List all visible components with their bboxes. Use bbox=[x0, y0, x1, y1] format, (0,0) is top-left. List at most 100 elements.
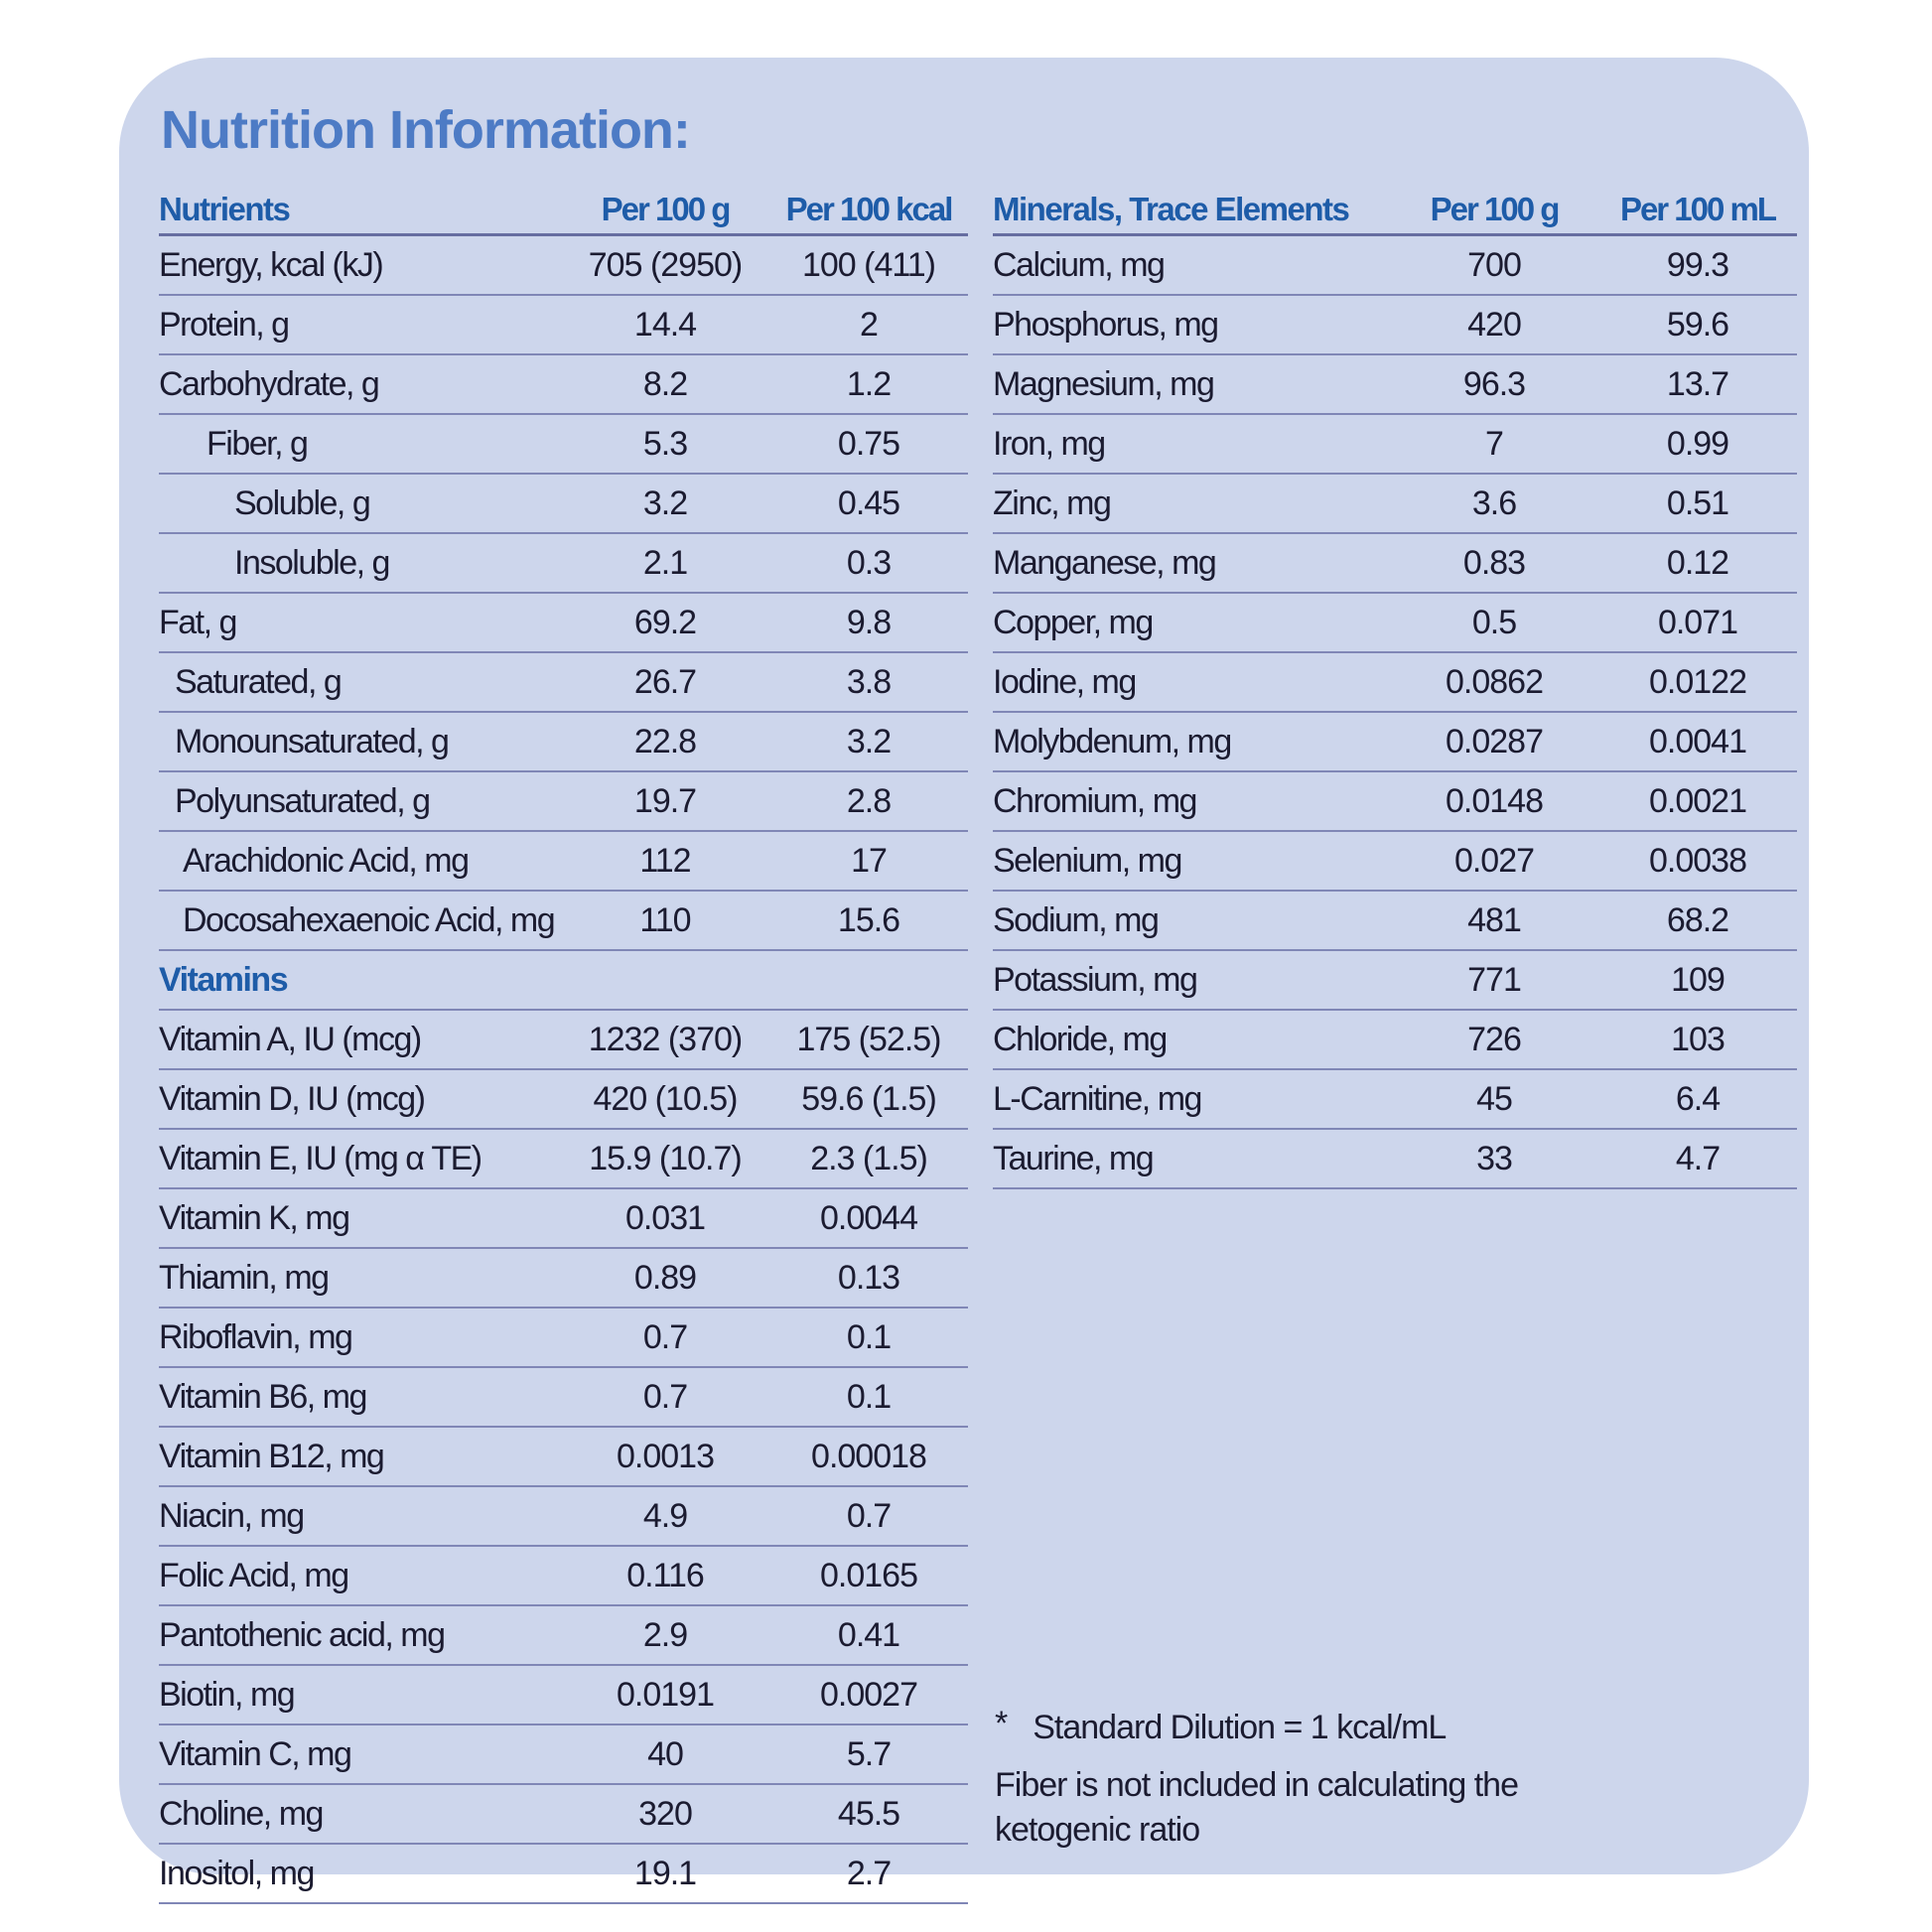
row-value-col2: 0.071 bbox=[1657, 604, 1738, 641]
row-value-col2: 0.0027 bbox=[820, 1676, 918, 1714]
row-label: Insoluble, g bbox=[234, 544, 390, 582]
row-value-col2: 103 bbox=[1671, 1021, 1725, 1058]
row-value-col1: 0.7 bbox=[642, 1378, 688, 1416]
row-value-col1: 0.7 bbox=[642, 1318, 688, 1356]
row-label: Monounsaturated, g bbox=[175, 723, 450, 760]
row-value-col1: 0.0287 bbox=[1446, 723, 1544, 760]
table-row: Vitamin B6, mg 0.7 0.1 bbox=[159, 1368, 968, 1428]
row-value-col1: 69.2 bbox=[633, 604, 697, 641]
row-value-col2: 0.7 bbox=[846, 1497, 892, 1535]
row-label: Potassium, mg bbox=[993, 961, 1198, 999]
row-label: L-Carnitine, mg bbox=[993, 1080, 1202, 1118]
row-value-col2: 0.75 bbox=[837, 425, 900, 463]
row-value-col1: 0.031 bbox=[624, 1199, 706, 1237]
row-value-col1: 14.4 bbox=[633, 306, 697, 344]
row-value-col2: 2.8 bbox=[846, 782, 892, 820]
row-value-col1: 1232 (370) bbox=[588, 1021, 743, 1058]
row-value-col2: 0.0021 bbox=[1649, 782, 1747, 820]
section-header-row: Vitamins bbox=[159, 951, 968, 1011]
table-row: Iron, mg 7 0.99 bbox=[993, 415, 1797, 475]
table-row: Fiber, g 5.3 0.75 bbox=[159, 415, 968, 475]
row-value-col1: 5.3 bbox=[642, 425, 688, 463]
row-value-col2: 0.0165 bbox=[820, 1557, 918, 1594]
column-header-per-100g: Per 100 g bbox=[1430, 190, 1561, 227]
row-value-col1: 33 bbox=[1476, 1140, 1513, 1177]
table-row: Protein, g 14.4 2 bbox=[159, 296, 968, 355]
row-label: Carbohydrate, g bbox=[159, 365, 380, 403]
row-label: Magnesium, mg bbox=[993, 365, 1215, 403]
row-value-col1: 4.9 bbox=[642, 1497, 688, 1535]
row-label: Energy, kcal (kJ) bbox=[159, 246, 384, 284]
table-row: Potassium, mg 771 109 bbox=[993, 951, 1797, 1011]
asterisk-marker: * bbox=[995, 1705, 1008, 1742]
table-row: Niacin, mg 4.9 0.7 bbox=[159, 1487, 968, 1547]
table-row: Sodium, mg 481 68.2 bbox=[993, 892, 1797, 951]
row-label: Manganese, mg bbox=[993, 544, 1217, 582]
row-label: Riboflavin, mg bbox=[159, 1318, 353, 1356]
table-row: Selenium, mg 0.027 0.0038 bbox=[993, 832, 1797, 892]
row-label: Copper, mg bbox=[993, 604, 1154, 641]
row-value-col2: 4.7 bbox=[1675, 1140, 1721, 1177]
row-label: Vitamin D, IU (mcg) bbox=[159, 1080, 426, 1118]
table-row: Energy, kcal (kJ) 705 (2950) 100 (411) bbox=[159, 236, 968, 296]
row-value-col2: 13.7 bbox=[1666, 365, 1729, 403]
row-label: Fat, g bbox=[159, 604, 237, 641]
row-value-col1: 0.116 bbox=[626, 1557, 705, 1594]
table-row: Vitamin K, mg 0.031 0.0044 bbox=[159, 1189, 968, 1249]
table-row: Monounsaturated, g 22.8 3.2 bbox=[159, 713, 968, 772]
table-row: Calcium, mg 700 99.3 bbox=[993, 236, 1797, 296]
table-row: Manganese, mg 0.83 0.12 bbox=[993, 534, 1797, 594]
row-value-col2: 5.7 bbox=[846, 1735, 892, 1773]
row-value-col2: 2 bbox=[860, 306, 879, 344]
row-value-col2: 99.3 bbox=[1666, 246, 1729, 284]
row-label: Taurine, mg bbox=[993, 1140, 1155, 1177]
row-value-col1: 0.0862 bbox=[1446, 663, 1544, 701]
row-value-col2: 9.8 bbox=[846, 604, 892, 641]
row-label: Niacin, mg bbox=[159, 1497, 305, 1535]
table-row: Folic Acid, mg 0.116 0.0165 bbox=[159, 1547, 968, 1606]
row-label: Fiber, g bbox=[207, 425, 309, 463]
table-row: Phosphorus, mg 420 59.6 bbox=[993, 296, 1797, 355]
row-value-col1: 3.6 bbox=[1471, 484, 1517, 522]
row-value-col2: 0.45 bbox=[837, 484, 900, 522]
nutrients-table-body: Energy, kcal (kJ) 705 (2950) 100 (411) Prot… bbox=[159, 236, 968, 1904]
row-label: Chloride, mg bbox=[993, 1021, 1168, 1058]
table-row: Copper, mg 0.5 0.071 bbox=[993, 594, 1797, 653]
row-label: Pantothenic acid, mg bbox=[159, 1616, 446, 1654]
row-label: Vitamin A, IU (mcg) bbox=[159, 1021, 422, 1058]
row-label: Soluble, g bbox=[234, 484, 371, 522]
row-value-col2: 0.99 bbox=[1666, 425, 1729, 463]
row-value-col2: 0.0041 bbox=[1649, 723, 1747, 760]
table-row: Chromium, mg 0.0148 0.0021 bbox=[993, 772, 1797, 832]
row-value-col1: 26.7 bbox=[633, 663, 697, 701]
table-row: L-Carnitine, mg 45 6.4 bbox=[993, 1070, 1797, 1130]
row-value-col2: 0.1 bbox=[846, 1318, 892, 1356]
minerals-table-header-row: Minerals, Trace Elements Per 100 g Per 1… bbox=[993, 184, 1797, 236]
table-row: Molybdenum, mg 0.0287 0.0041 bbox=[993, 713, 1797, 772]
table-row: Magnesium, mg 96.3 13.7 bbox=[993, 355, 1797, 415]
row-value-col1: 0.0013 bbox=[617, 1438, 715, 1475]
row-label: Zinc, mg bbox=[993, 484, 1112, 522]
table-row: Choline, mg 320 45.5 bbox=[159, 1785, 968, 1845]
table-row: Iodine, mg 0.0862 0.0122 bbox=[993, 653, 1797, 713]
table-row: Vitamin C, mg 40 5.7 bbox=[159, 1725, 968, 1785]
row-label: Protein, g bbox=[159, 306, 290, 344]
row-value-col1: 0.83 bbox=[1462, 544, 1526, 582]
row-label: Inositol, mg bbox=[159, 1855, 315, 1892]
row-label: Arachidonic Acid, mg bbox=[183, 842, 470, 880]
page-title: Nutrition Information: bbox=[161, 100, 691, 160]
table-row: Pantothenic acid, mg 2.9 0.41 bbox=[159, 1606, 968, 1666]
row-value-col1: 420 bbox=[1467, 306, 1522, 344]
row-label: Folic Acid, mg bbox=[159, 1557, 349, 1594]
row-value-col1: 0.89 bbox=[633, 1259, 697, 1297]
row-label: Phosphorus, mg bbox=[993, 306, 1219, 344]
row-label: Sodium, mg bbox=[993, 901, 1160, 939]
row-label: Vitamin E, IU (mg α TE) bbox=[159, 1140, 483, 1177]
table-row: Carbohydrate, g 8.2 1.2 bbox=[159, 355, 968, 415]
row-value-col1: 112 bbox=[639, 842, 691, 880]
row-value-col2: 0.1 bbox=[846, 1378, 892, 1416]
nutrients-table-header-row: Nutrients Per 100 g Per 100 kcal bbox=[159, 184, 968, 236]
table-row: Vitamin E, IU (mg α TE) 15.9 (10.7) 2.3 (1… bbox=[159, 1130, 968, 1189]
row-value-col2: 15.6 bbox=[837, 901, 900, 939]
table-row: Vitamin B12, mg 0.0013 0.00018 bbox=[159, 1428, 968, 1487]
